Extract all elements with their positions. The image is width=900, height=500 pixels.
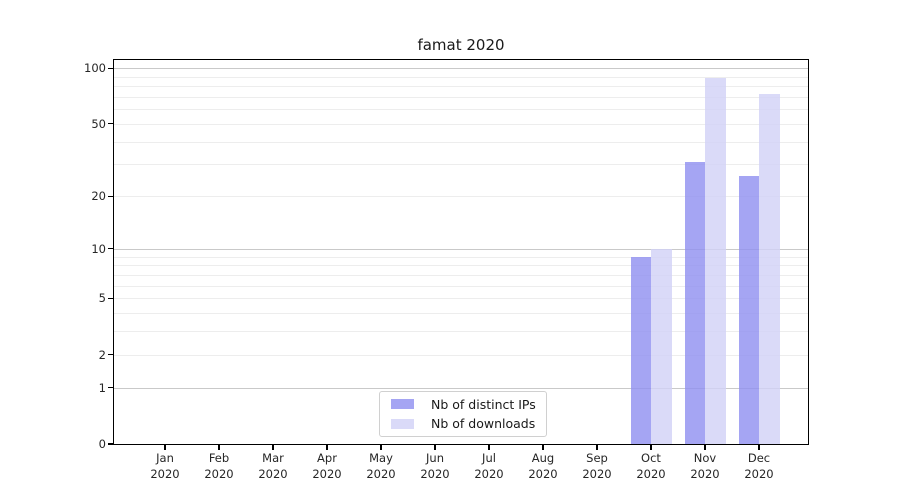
x-tick-mark: [164, 445, 166, 450]
bar-nb-of-distinct-ips: [684, 161, 705, 444]
y-tick-mark: [108, 386, 113, 389]
x-tick-label: Jul 2020: [474, 451, 504, 481]
y-tick-mark: [108, 297, 113, 299]
x-tick-mark: [434, 445, 436, 450]
x-tick-label: Feb 2020: [204, 451, 234, 481]
legend-entry-downloads: Nb of downloads: [380, 416, 546, 431]
x-tick-mark: [380, 445, 382, 450]
x-tick-label: Oct 2020: [636, 451, 666, 481]
y-gridline-major: [114, 387, 808, 389]
bar-nb-of-distinct-ips: [738, 175, 759, 444]
y-gridline-major: [114, 68, 808, 70]
x-tick-label: Sep 2020: [582, 451, 612, 481]
legend-label-distinct-ips: Nb of distinct IPs: [431, 396, 536, 412]
y-gridline-minor: [114, 312, 808, 314]
y-gridline-minor: [114, 141, 808, 143]
y-gridline-minor: [114, 285, 808, 287]
bar-nb-of-distinct-ips: [630, 256, 651, 444]
y-tick-label: 2: [98, 347, 106, 362]
bar-nb-of-downloads: [705, 77, 726, 444]
y-tick-label: 20: [91, 189, 106, 204]
y-tick-label: 100: [84, 61, 106, 76]
x-tick-mark: [488, 445, 490, 450]
y-tick-label: 50: [91, 116, 106, 131]
x-tick-label: Apr 2020: [312, 451, 342, 481]
y-gridline-minor: [114, 123, 808, 125]
chart-title: famat 2020: [417, 36, 505, 54]
y-gridline-major: [114, 248, 808, 250]
y-tick-label: 1: [98, 380, 106, 395]
x-tick-mark: [758, 445, 760, 450]
y-gridline-minor: [114, 274, 808, 276]
x-tick-mark: [650, 445, 652, 450]
y-gridline-minor: [114, 196, 808, 198]
x-tick-mark: [272, 445, 274, 450]
y-gridline-minor: [114, 76, 808, 78]
bar-nb-of-downloads: [759, 93, 780, 444]
x-tick-label: May 2020: [366, 451, 396, 481]
y-gridline-minor: [114, 331, 808, 333]
x-tick-label: Jan 2020: [150, 451, 180, 481]
x-tick-mark: [596, 445, 598, 450]
y-gridline-minor: [114, 96, 808, 98]
x-tick-label: Aug 2020: [528, 451, 558, 481]
y-gridline-minor: [114, 354, 808, 356]
x-tick-mark: [218, 445, 220, 450]
x-tick-label: Nov 2020: [690, 451, 720, 481]
x-tick-mark: [326, 445, 328, 450]
legend-swatch-downloads-icon: [391, 418, 414, 429]
legend: Nb of distinct IPs Nb of downloads: [379, 391, 547, 437]
x-tick-label: Jun 2020: [420, 451, 450, 481]
y-gridline-minor: [114, 265, 808, 267]
y-tick-mark: [108, 248, 113, 250]
y-tick-label: 5: [98, 291, 106, 306]
y-tick-mark: [108, 353, 113, 356]
y-tick-mark: [108, 123, 113, 125]
y-tick-label: 0: [98, 437, 106, 451]
x-tick-mark: [542, 445, 544, 450]
legend-entry-distinct-ips: Nb of distinct IPs: [380, 397, 546, 412]
y-tick-mark: [108, 443, 113, 445]
y-gridline-minor: [114, 164, 808, 166]
y-gridline-minor: [114, 298, 808, 300]
y-gridline-minor: [114, 256, 808, 258]
legend-swatch-distinct-ips-icon: [391, 399, 414, 410]
x-tick-label: Mar 2020: [258, 451, 288, 481]
y-tick-label: 10: [91, 241, 106, 256]
y-gridline-minor: [114, 109, 808, 111]
y-gridline-minor: [114, 86, 808, 88]
x-tick-mark: [704, 445, 706, 450]
legend-label-downloads: Nb of downloads: [431, 416, 536, 432]
x-tick-label: Dec 2020: [744, 451, 774, 481]
y-tick-mark: [108, 67, 113, 69]
y-tick-mark: [108, 195, 113, 197]
bar-nb-of-downloads: [651, 248, 672, 444]
